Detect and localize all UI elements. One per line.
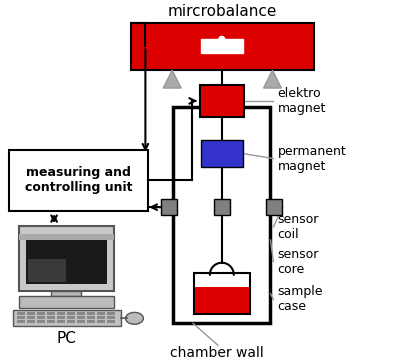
Bar (37, 313, 45, 315)
Bar (47, 320, 55, 323)
Bar (87, 320, 95, 323)
Text: mircrobalance: mircrobalance (167, 4, 276, 19)
Ellipse shape (126, 313, 143, 324)
Bar (267, 199, 282, 215)
Bar (47, 316, 55, 319)
Text: sensor
coil: sensor coil (278, 213, 319, 241)
Bar (47, 313, 55, 315)
Bar (97, 313, 105, 315)
Polygon shape (263, 70, 282, 88)
Bar (67, 313, 75, 315)
Bar (195, 286, 249, 313)
Bar (10, 150, 148, 211)
Bar (214, 199, 230, 215)
Text: sample
case: sample case (278, 285, 323, 314)
Bar (27, 316, 35, 319)
Bar (97, 316, 105, 319)
Bar (27, 313, 35, 315)
Bar (194, 273, 249, 314)
Bar (19, 234, 114, 240)
Bar (26, 238, 107, 284)
Bar (107, 313, 114, 315)
Bar (57, 316, 65, 319)
Bar (200, 85, 244, 117)
Bar (201, 140, 243, 167)
Bar (77, 313, 85, 315)
Text: sensor
core: sensor core (278, 248, 319, 276)
Bar (19, 297, 114, 309)
Bar (57, 313, 65, 315)
Bar (107, 320, 114, 323)
Bar (51, 290, 81, 297)
Polygon shape (163, 70, 181, 88)
Bar (37, 320, 45, 323)
Bar (19, 226, 114, 290)
Text: permanent
magnet: permanent magnet (278, 144, 346, 172)
Text: PC: PC (56, 331, 76, 346)
Bar (201, 40, 243, 53)
Bar (77, 320, 85, 323)
Bar (87, 316, 95, 319)
Bar (87, 313, 95, 315)
Bar (37, 316, 45, 319)
Bar (57, 320, 65, 323)
Bar (17, 320, 25, 323)
Text: elektro
magnet: elektro magnet (278, 87, 326, 115)
Bar (97, 320, 105, 323)
Bar (28, 259, 66, 282)
Text: chamber wall: chamber wall (170, 346, 264, 360)
Bar (27, 320, 35, 323)
Text: measuring and
controlling unit: measuring and controlling unit (25, 166, 133, 194)
Bar (67, 320, 75, 323)
Bar (67, 316, 75, 319)
Bar (77, 316, 85, 319)
Bar (17, 316, 25, 319)
Circle shape (219, 36, 225, 42)
Bar (13, 310, 120, 326)
Bar (17, 313, 25, 315)
Bar (161, 199, 177, 215)
Bar (173, 107, 270, 323)
Bar (131, 23, 314, 70)
Bar (107, 316, 114, 319)
